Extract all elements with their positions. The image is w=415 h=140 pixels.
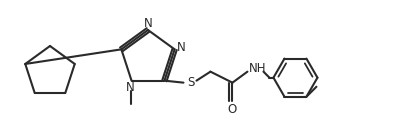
- Text: N: N: [126, 81, 135, 94]
- Text: NH: NH: [249, 62, 266, 75]
- Text: O: O: [228, 103, 237, 116]
- Text: N: N: [144, 17, 152, 30]
- Text: N: N: [177, 41, 186, 54]
- Text: S: S: [187, 76, 194, 89]
